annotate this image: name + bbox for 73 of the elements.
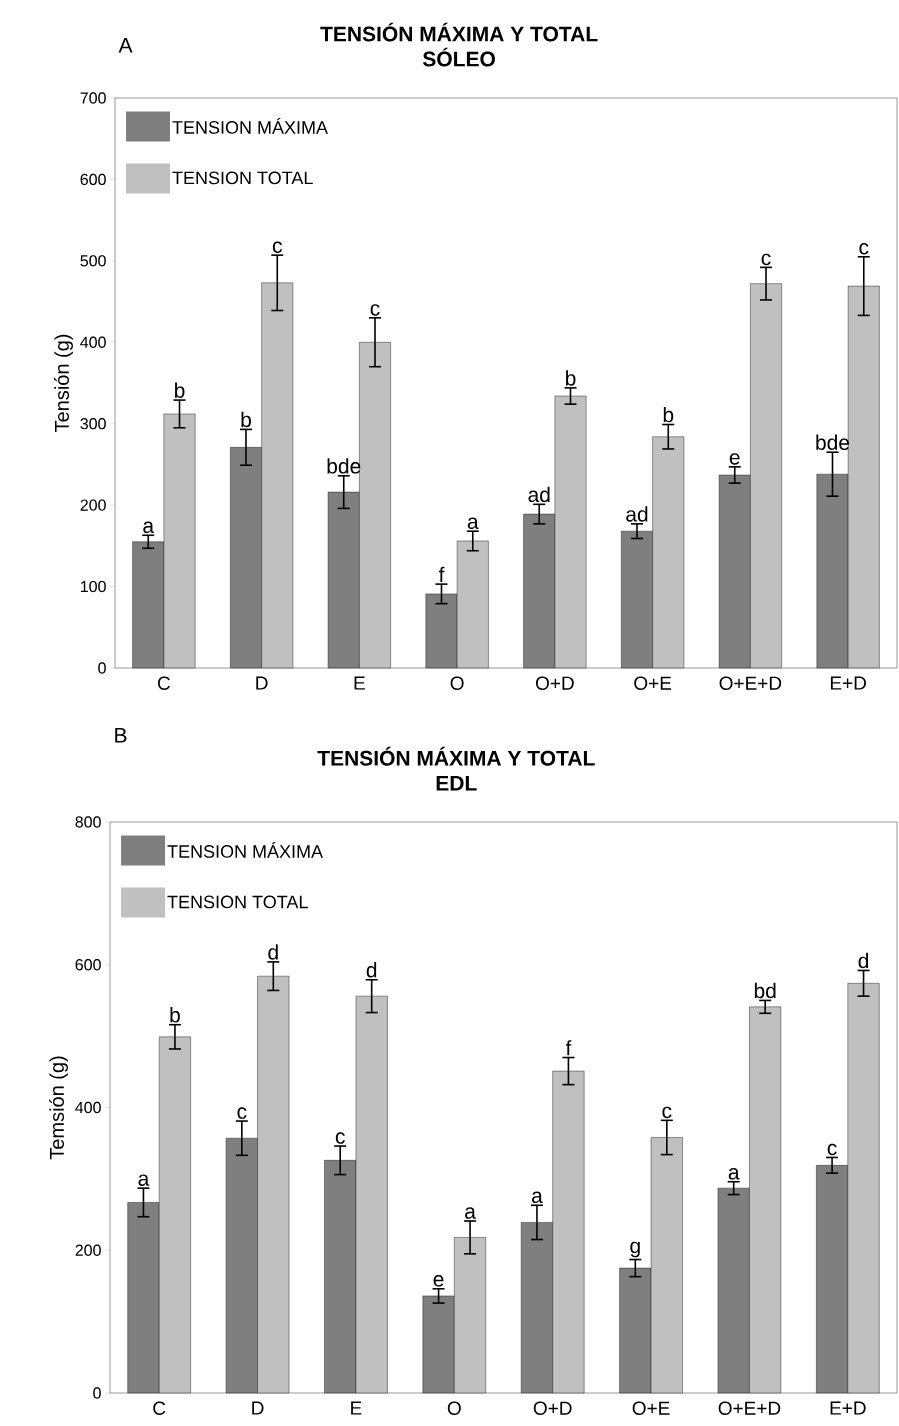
data-label: c (335, 1132, 345, 1144)
y-tick-label: 100 (81, 580, 106, 593)
y-tick-label: 600 (75, 959, 101, 971)
data-label: bde (327, 458, 361, 474)
y-tick-label: 400 (80, 336, 106, 348)
data-label: b (566, 370, 576, 386)
x-tick-label: O+E (632, 1401, 670, 1415)
legend-label: TENSION TOTAL (172, 171, 313, 185)
data-label: c (859, 243, 869, 255)
data-label: a (465, 1207, 476, 1219)
data-label: a (143, 521, 155, 534)
x-tick-label: E+D (830, 676, 866, 690)
data-label: b (241, 411, 251, 428)
data-label: ad (528, 486, 550, 503)
x-tick-label: E+D (830, 1401, 866, 1415)
data-label: d (858, 952, 869, 969)
chart-title: TENSIÓN MÁXIMA Y TOTAL (317, 746, 595, 766)
data-label: c (662, 1106, 672, 1119)
chart-title: TENSIÓN MÁXIMA Y TOTAL (320, 22, 598, 42)
y-tick-label: 0 (93, 1387, 101, 1399)
y-axis-title: Tensión (g) (54, 334, 73, 432)
y-tick-label: 800 (75, 816, 101, 828)
data-label: a (138, 1174, 150, 1186)
y-tick-label: 300 (80, 418, 106, 430)
x-tick-label: C (153, 1401, 166, 1415)
data-label: g (630, 1241, 640, 1258)
x-tick-label: D (252, 1401, 264, 1415)
data-label: a (728, 1168, 740, 1180)
data-label: f (565, 1040, 572, 1056)
x-tick-label: O+E+D (718, 1401, 781, 1415)
y-tick-label: 600 (80, 173, 106, 186)
data-label: bde (816, 434, 850, 450)
y-tick-label: 700 (80, 92, 106, 104)
x-tick-label: O+E (634, 676, 672, 690)
legend-label: TENSION MÁXIMA (172, 118, 328, 134)
data-label: f (438, 566, 445, 582)
x-tick-label: O+D (533, 1401, 572, 1415)
text: B (115, 728, 127, 743)
y-tick-label: 400 (75, 1101, 101, 1114)
y-tick-label: 200 (75, 1244, 101, 1256)
chart-subtitle: EDL (436, 776, 477, 791)
text: A (118, 38, 133, 53)
data-label: ad (626, 506, 648, 522)
data-label: a (467, 517, 479, 529)
data-label: a (532, 1191, 543, 1204)
data-label: d (268, 944, 278, 960)
x-tick-label: E (354, 676, 365, 690)
y-tick-label: 0 (98, 662, 106, 674)
y-tick-label: 500 (80, 255, 106, 267)
x-tick-label: D (256, 676, 268, 690)
data-label: c (272, 241, 282, 253)
data-label: c (370, 304, 380, 316)
y-axis-title: Temsión (g) (49, 1056, 68, 1160)
chart-subtitle: SÓLEO (422, 47, 495, 67)
data-label: b (170, 1007, 180, 1023)
x-tick-label: E (351, 1401, 362, 1415)
data-label: d (366, 962, 377, 978)
x-tick-label: O+E+D (719, 676, 782, 690)
data-label: b (175, 382, 185, 398)
x-tick-label: O (447, 1401, 461, 1415)
x-tick-label: C (157, 676, 171, 690)
x-tick-label: O+D (535, 676, 574, 690)
x-tick-label: O (450, 676, 464, 690)
data-label: e (433, 1275, 444, 1287)
data-label: e (729, 453, 740, 465)
data-label: c (827, 1143, 837, 1156)
data-label: bd (754, 982, 776, 999)
data-label: b (663, 406, 674, 423)
data-label: c (237, 1107, 247, 1119)
y-tick-label: 200 (80, 499, 106, 511)
legend-label: TENSION TOTAL (167, 895, 308, 909)
legend-label: TENSION MÁXIMA (167, 842, 324, 858)
data-label: c (761, 253, 771, 266)
